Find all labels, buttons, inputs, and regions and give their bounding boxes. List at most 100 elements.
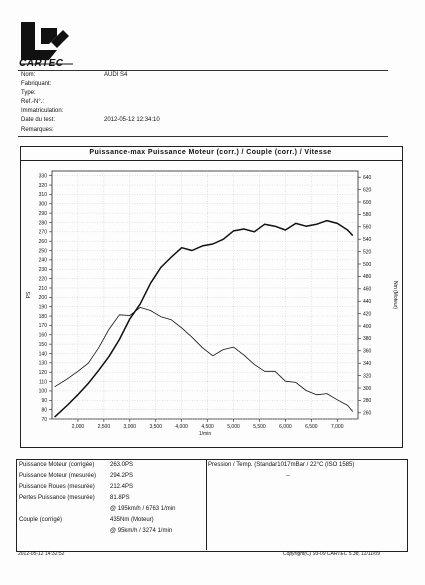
result-label: Puissance Roues (mesurée) [19, 484, 95, 490]
x-tick-label: 5,500 [253, 424, 266, 430]
y-left-tick-label: 210 [39, 286, 48, 292]
info-value: AUDI S4 [104, 72, 128, 78]
x-axis-label: 1/min [199, 431, 211, 437]
info-label: Date du test: [21, 117, 56, 123]
y-right-tick-label: 380 [363, 336, 372, 342]
x-tick-label: 7,000 [331, 424, 344, 430]
x-tick-label: 3,000 [124, 424, 137, 430]
y-right-tick-label: 340 [363, 361, 372, 367]
y-left-tick-label: 310 [39, 192, 48, 198]
result-value: 81.8PS [110, 495, 130, 501]
power-series-line [54, 219, 354, 418]
y-left-tick-label: 150 [39, 342, 48, 348]
x-tick-label: 6,000 [279, 424, 292, 430]
y-left-tick-label: 100 [39, 389, 48, 395]
x-tick-label: 4,500 [201, 424, 214, 430]
conditions-label: Pression / Temp. (Standar1017mBar / 22°C… [208, 462, 355, 468]
x-tick-label: 2,500 [98, 424, 111, 430]
result-label: Puissance Moteur (corrigée) [19, 462, 95, 468]
y-left-tick-label: 160 [39, 333, 48, 339]
y-left-tick-label: 170 [39, 323, 48, 329]
info-value: 2012-05-12 12:34:10 [104, 117, 160, 123]
chart-title-rule [20, 160, 402, 161]
brand-name: CARTEC [19, 58, 64, 69]
y-left-tick-label: 240 [39, 258, 48, 264]
y-left-tick-label: 300 [39, 202, 48, 208]
y-left-tick-label: 330 [39, 173, 48, 179]
y-right-tick-label: 620 [363, 187, 372, 193]
y-left-tick-label: 180 [39, 314, 48, 320]
y-left-tick-label: 270 [39, 230, 48, 236]
y-right-tick-label: 400 [363, 324, 372, 330]
footer-copyright: Copyright(C) 93-09 CARTEC 5.38, 11/11/09 [283, 551, 380, 557]
info-label: Ref.-N°.: [21, 99, 45, 105]
y-left-tick-label: 290 [39, 211, 48, 217]
y-right-tick-label: 640 [363, 175, 372, 181]
results-divider [206, 459, 207, 550]
x-tick-label: 5,000 [227, 424, 240, 430]
y-right-tick-label: 420 [363, 311, 372, 317]
y-right-tick-label: 500 [363, 262, 372, 268]
result-value: @ 195km/h / 6763 1/min [110, 506, 176, 512]
result-value: 294.2PS [110, 473, 134, 479]
y-left-tick-label: 80 [41, 407, 47, 413]
x-tick-label: 6,500 [305, 424, 318, 430]
y-right-tick-label: 540 [363, 237, 372, 243]
info-label: Type: [21, 90, 36, 96]
cartec-logo-icon [21, 22, 73, 65]
result-value: @ 95km/h / 3274 1/min [110, 528, 173, 534]
y-right-tick-label: 320 [363, 373, 372, 379]
y-right-tick-label: 580 [363, 212, 372, 218]
y-right-tick-label: 600 [363, 200, 372, 206]
chart-title: Puissance-max Puissance Moteur (corr.) /… [89, 149, 332, 156]
conditions-value: -- [286, 473, 290, 479]
x-tick-label: 3,500 [149, 424, 162, 430]
x-tick-label: 4,000 [175, 424, 188, 430]
result-value: 212.4PS [110, 484, 134, 490]
info-rule [18, 136, 388, 137]
y-right-tick-label: 300 [363, 386, 372, 392]
header-rule [18, 70, 388, 71]
y-left-tick-label: 200 [39, 295, 48, 301]
y-left-tick-label: 130 [39, 361, 48, 367]
result-value: 263.0PS [110, 462, 134, 468]
y-left-tick-label: 280 [39, 220, 48, 226]
y-left-tick-label: 220 [39, 276, 48, 282]
y-left-tick-label: 120 [39, 370, 48, 376]
y-left-tick-label: 250 [39, 248, 48, 254]
info-label: Remarques: [21, 127, 54, 133]
y-right-tick-label: 260 [363, 411, 372, 417]
y-left-tick-label: 260 [39, 239, 48, 245]
dyno-chart: 330 320 310 300 290 280 270 260 250 240 230 220 210 2… [26, 170, 398, 437]
y-right-tick-label: 280 [363, 398, 372, 404]
y-left-tick-label: 90 [41, 398, 47, 404]
footer-timestamp: 2012-05-12 14:32:52 [18, 551, 65, 557]
y-left-tick-label: 110 [39, 379, 47, 385]
y-right-tick-label: 360 [363, 349, 372, 355]
y-right-tick-label: 480 [363, 274, 372, 280]
y-left-axis-label: PS [26, 291, 32, 298]
plot-area [51, 170, 359, 420]
y-right-tick-label: 460 [363, 287, 372, 293]
y-left-tick-label: 190 [39, 304, 48, 310]
y-right-tick-label: 520 [363, 249, 372, 255]
result-label: Puissance Moteur (mesurée) [19, 473, 97, 479]
y-left-tick-label: 320 [39, 183, 48, 189]
y-right-axis-label: Nm (Moteur) [392, 281, 398, 309]
y-right-tick-label: 440 [363, 299, 372, 305]
info-label: Immatriculation: [21, 108, 64, 114]
info-label: Nom: [21, 72, 36, 78]
result-label: Pertes Puissance (mesurée) [19, 495, 95, 501]
y-left-tick-label: 70 [41, 417, 47, 423]
x-tick-label: 2,000 [72, 424, 85, 430]
result-value: 435Nm (Moteur) [110, 517, 154, 523]
results-box [16, 459, 408, 552]
torque-series-line [54, 306, 354, 412]
y-left-tick-label: 140 [39, 351, 48, 357]
y-left-tick-label: 230 [39, 267, 48, 273]
result-label: Couple (corrigé) [19, 517, 63, 523]
info-label: Fabriquant: [21, 81, 52, 87]
y-right-tick-label: 560 [363, 225, 372, 231]
chart-frame [20, 146, 403, 448]
